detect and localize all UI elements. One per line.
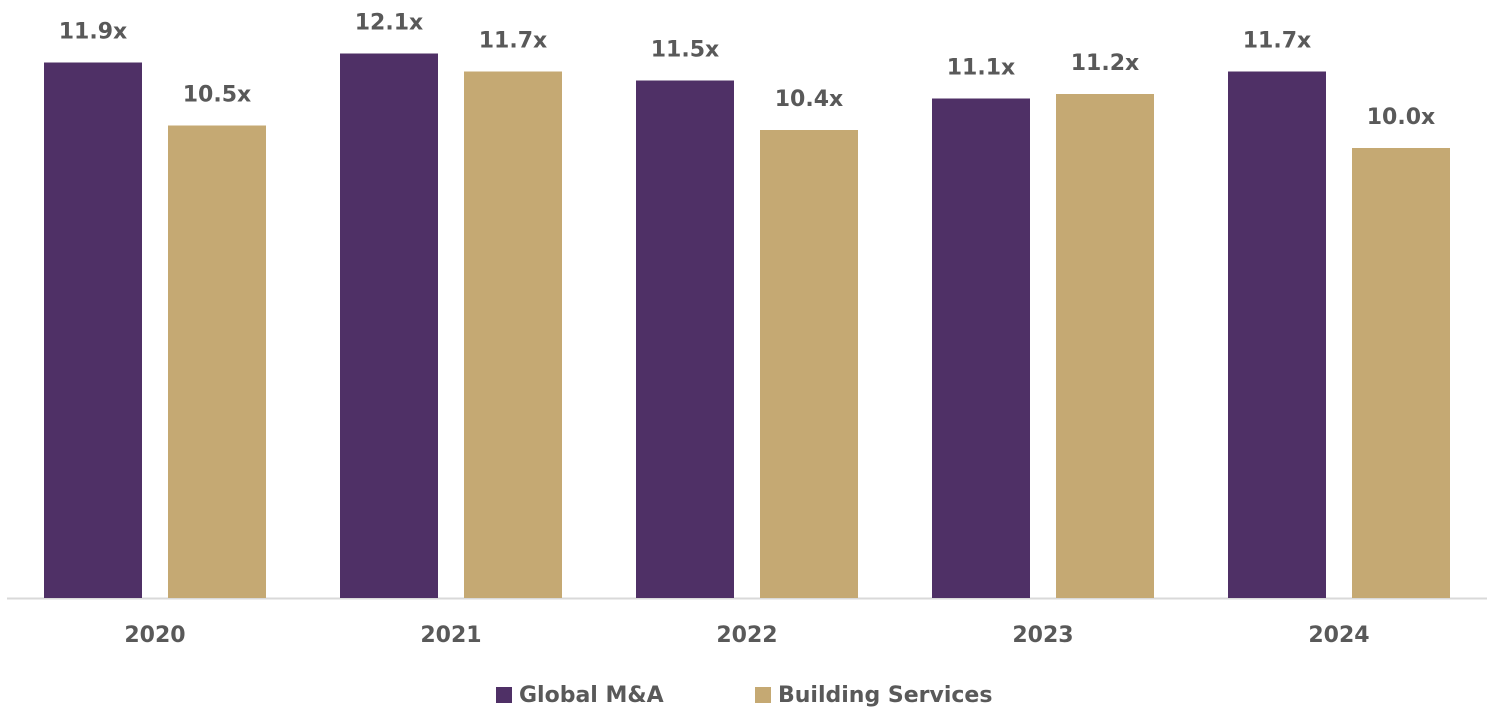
x-tick-label: 2020 [124,623,185,648]
x-tick-label: 2021 [420,623,481,648]
data-label: 11.5x [651,38,719,63]
data-label: 11.1x [947,56,1015,81]
data-label: 10.0x [1367,105,1435,130]
bar [1056,94,1154,598]
bar [1228,71,1326,598]
data-label: 11.7x [479,29,547,54]
data-label: 11.7x [1243,29,1311,54]
bar [44,62,142,598]
bar [760,130,858,598]
x-tick-label: 2024 [1308,623,1369,648]
data-label: 10.4x [775,87,843,112]
data-label: 11.9x [59,20,127,45]
data-label: 11.2x [1071,51,1139,76]
bar [932,98,1030,598]
x-tick-label: 2023 [1012,623,1073,648]
bar [636,80,734,598]
bar [168,125,266,598]
data-label: 12.1x [355,11,423,36]
bar [340,53,438,598]
bar [1352,148,1450,598]
legend-swatch [755,687,771,703]
x-tick-label: 2022 [716,623,777,648]
legend-label: Global M&A [519,683,664,708]
legend-label: Building Services [778,683,992,708]
data-label: 10.5x [183,83,251,108]
bar [464,71,562,598]
legend-swatch [496,687,512,703]
